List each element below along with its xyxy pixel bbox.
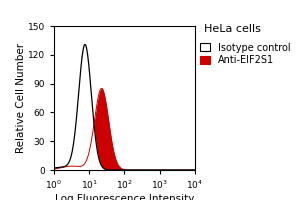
Text: HeLa cells: HeLa cells bbox=[204, 24, 261, 34]
Legend: Isotype control, Anti-EIF2S1: Isotype control, Anti-EIF2S1 bbox=[198, 41, 292, 67]
Y-axis label: Relative Cell Number: Relative Cell Number bbox=[16, 43, 26, 153]
X-axis label: Log Fluorescence Intensity: Log Fluorescence Intensity bbox=[55, 194, 194, 200]
